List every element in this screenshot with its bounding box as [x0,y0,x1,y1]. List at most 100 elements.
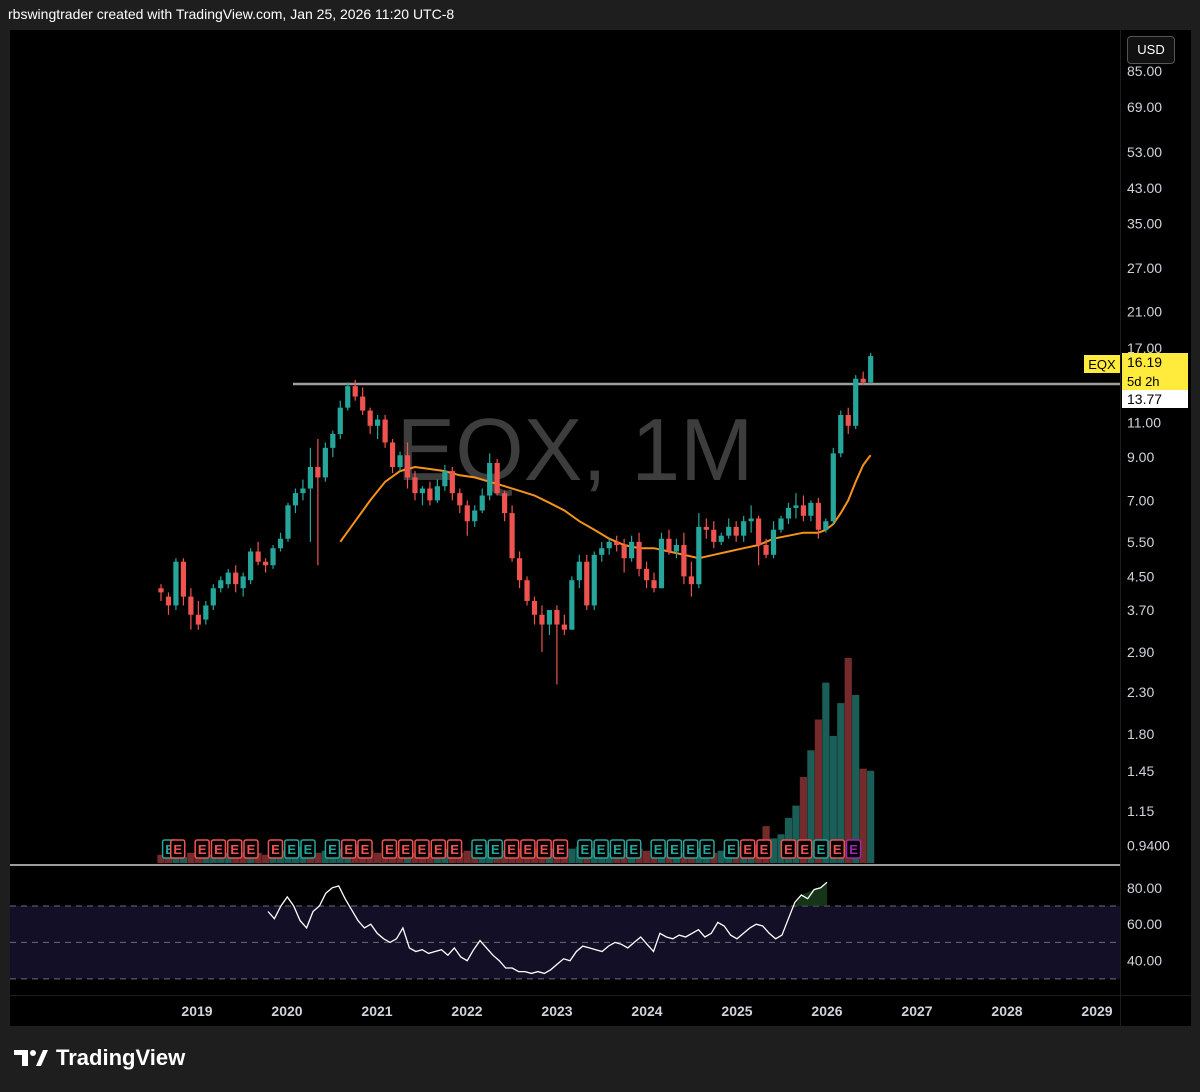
earnings-marker-label: E [434,842,443,857]
earnings-marker-label: E [173,842,182,857]
time-tick-label: 2023 [541,1003,572,1019]
candle [718,532,724,546]
earnings-marker: E [593,839,609,859]
tradingview-logo: TradingView [14,1045,185,1071]
candle [770,521,777,559]
candle-body [285,505,291,539]
candle [703,518,709,539]
earnings-marker-box [682,839,699,859]
candle-body [277,538,284,549]
price-tick-label: 27.00 [1127,260,1162,276]
earnings-marker-label: E [743,842,752,857]
candle-body [554,610,560,625]
candle-body [621,545,627,559]
currency-button[interactable]: USD [1127,36,1175,64]
candle [554,605,560,685]
time-tick-label: 2027 [901,1003,932,1019]
earnings-marker: E [446,839,463,859]
earnings-marker: E [430,839,447,859]
candle [487,453,493,501]
volume-bar [605,852,613,863]
candle [195,600,201,630]
candle [292,488,299,514]
earnings-marker-label: E [540,842,549,857]
candle-body [472,510,478,522]
earnings-marker: E [756,839,772,859]
price-chart: EQX, 1ME E E E E E E E E E E E E E E E E E E E E E E E E E E E E E E E E… [10,352,1120,980]
earnings-marker-box [169,839,186,859]
price-axis[interactable]: 0.9400 1.15 1.45 1.80 2.30 2.90 3.70 4.50 5.50 7.… [1121,30,1191,995]
time-axis-labels: 2019 2020 2021 2022 2023 2024 2025 2026 2027 2028… [181,1003,1112,1019]
volume-bar [261,854,270,863]
earnings-marker-box [739,839,756,859]
candle [815,497,821,539]
candle-body [726,526,732,536]
candle-body [397,455,403,467]
candle [591,551,597,611]
brand-name: TradingView [56,1045,186,1070]
candle [262,558,269,573]
axis-corner [1121,996,1191,1026]
earnings-marker-box [813,839,829,859]
candle [240,572,246,597]
candle-body [681,545,687,577]
earnings-marker-box [577,839,593,859]
candle-body [733,526,739,536]
candle-body [845,414,851,426]
earnings-marker-label: E [686,842,695,857]
price-tick-label: 0.9400 [1127,838,1170,854]
earnings-marker: E [813,839,829,859]
candle [696,513,702,589]
candle [457,488,463,514]
volume-bar [822,682,830,863]
earnings-marker: E [381,839,398,859]
candle [427,481,433,506]
volume-bar [867,770,875,863]
candle-body [158,588,164,593]
price-tick-label: 4.50 [1127,568,1154,584]
candle-body [315,466,321,478]
candle-body [345,386,351,408]
candle-body [763,545,769,555]
candle [360,387,366,415]
candle-body [808,502,814,516]
candle [785,502,792,525]
earnings-marker-label: E [287,842,296,857]
candle [330,430,336,458]
candle [868,352,874,384]
earnings-marker-label: E [800,842,809,857]
earnings-marker-label: E [817,842,826,857]
price-tick-label: 1.45 [1127,763,1154,779]
earnings-marker: E [552,839,569,859]
candle [576,554,582,589]
candle [307,447,313,542]
earnings-marker-box [723,839,740,859]
earnings-marker: E [845,839,862,859]
volume-bar [814,719,822,863]
symbol-tag-label: EQX [1088,357,1116,372]
tradingview-logo-icon [14,1050,48,1066]
earnings-marker-box [780,839,797,859]
earnings-marker-box [210,839,227,859]
symbol-watermark: EQX, 1M [397,400,754,499]
candle-body [666,538,672,552]
time-axis[interactable]: 2019 2020 2021 2022 2023 2024 2025 2026 2027 2028… [10,996,1120,1026]
candle-body [479,495,485,511]
candle-body [651,580,657,589]
candle [509,505,515,562]
time-tick-label: 2029 [1081,1003,1112,1019]
candle-body [516,558,523,581]
earnings-marker-box [796,839,813,859]
chart-pane[interactable]: EQX, 1M E E E E E E E E E E E E E E E E E E E E E E E E E E E E E E E E E… [10,30,1120,995]
candle-body [673,545,680,552]
time-tick-label: 2025 [721,1003,752,1019]
earnings-marker: E [609,839,626,859]
candle-body [188,596,194,615]
last-price-tag [1122,353,1188,391]
candle-body [307,466,313,489]
earnings-marker-label: E [760,842,769,857]
candle-body [830,453,836,522]
earnings-marker-box [267,839,284,859]
candle [502,490,508,522]
earnings-marker-label: E [344,842,353,857]
